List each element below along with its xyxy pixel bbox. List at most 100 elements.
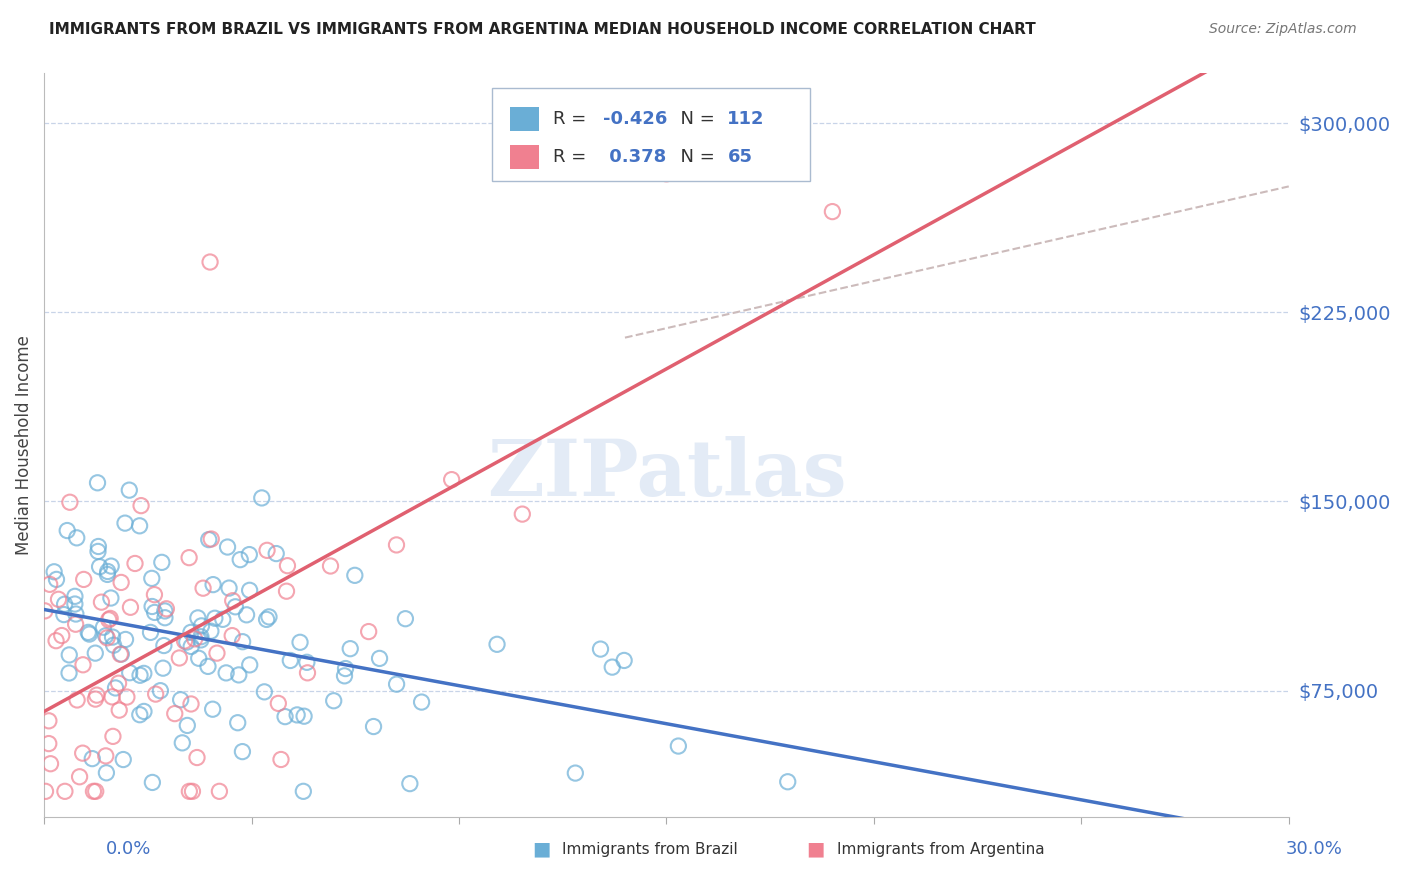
Point (98, 611, 121, 625)
Text: ■: ■ (806, 839, 825, 859)
Point (48, 592, 70, 607)
Point (186, 750, 208, 764)
Point (115, 690, 138, 704)
Point (510, 507, 533, 521)
Point (69, 770, 91, 784)
Point (224, 599, 246, 614)
Point (363, 719, 385, 733)
FancyBboxPatch shape (509, 107, 540, 131)
Text: 0.378: 0.378 (603, 148, 666, 167)
Point (90, 595, 112, 609)
Point (197, 659, 219, 673)
Point (120, 600, 142, 615)
Point (45, 633, 67, 648)
Point (187, 611, 209, 625)
Point (173, 634, 195, 648)
FancyBboxPatch shape (492, 87, 810, 181)
Point (613, 653, 636, 667)
Point (187, 651, 209, 665)
Point (232, 634, 254, 648)
Point (84, 646, 107, 660)
Point (229, 552, 252, 566)
Point (368, 651, 391, 665)
Point (38, 577, 60, 591)
Point (276, 558, 298, 573)
Point (297, 665, 319, 680)
Point (82, 784, 104, 798)
Point (141, 599, 163, 614)
Point (276, 584, 298, 599)
Point (191, 581, 214, 595)
Point (73, 573, 96, 587)
Point (257, 610, 280, 624)
Point (181, 784, 204, 798)
Point (357, 624, 380, 639)
Point (39, 756, 62, 771)
Point (101, 630, 124, 644)
Text: -0.426: -0.426 (603, 110, 668, 128)
Point (172, 736, 194, 750)
Point (94, 748, 117, 763)
Point (93, 620, 115, 634)
Point (153, 604, 176, 618)
Point (107, 676, 129, 690)
Point (141, 571, 163, 585)
Point (163, 706, 186, 721)
Point (264, 547, 287, 561)
Point (118, 483, 141, 497)
Point (129, 499, 152, 513)
Point (65, 607, 87, 621)
Text: 65: 65 (727, 148, 752, 167)
Point (87, 544, 110, 558)
Point (56, 524, 79, 538)
Text: N =: N = (669, 148, 720, 167)
Point (100, 591, 122, 605)
Point (200, 624, 222, 639)
Point (169, 651, 191, 665)
Point (190, 630, 212, 644)
Point (143, 588, 166, 602)
Point (152, 661, 174, 675)
Point (128, 707, 150, 722)
Point (153, 639, 176, 653)
Point (149, 683, 172, 698)
Point (150, 555, 173, 569)
Point (38, 737, 60, 751)
Point (235, 607, 257, 622)
Point (343, 568, 366, 582)
Point (63, 590, 86, 604)
Point (253, 685, 276, 699)
Text: N =: N = (669, 110, 720, 128)
Point (139, 625, 162, 640)
Point (58, 648, 80, 662)
Text: 0.0%: 0.0% (105, 840, 150, 858)
Point (292, 784, 315, 798)
Point (77, 625, 100, 640)
Point (215, 665, 238, 680)
Text: 112: 112 (727, 110, 765, 128)
Point (180, 625, 202, 640)
Point (51, 628, 73, 642)
Point (218, 581, 240, 595)
Point (94, 629, 117, 643)
Point (141, 775, 163, 789)
Point (84, 692, 107, 706)
Text: Immigrants from Argentina: Immigrants from Argentina (837, 842, 1045, 856)
Point (183, 632, 205, 646)
Point (45, 573, 67, 587)
Point (110, 575, 132, 590)
Point (339, 641, 361, 656)
Point (322, 694, 344, 708)
Point (110, 647, 132, 661)
Point (201, 702, 224, 716)
Point (96, 765, 118, 780)
Point (319, 559, 342, 574)
Text: ZIPatlas: ZIPatlas (486, 436, 846, 513)
Point (211, 612, 233, 626)
Point (97, 565, 120, 579)
Point (97, 613, 120, 627)
Point (250, 491, 273, 505)
Point (104, 681, 127, 695)
Point (66, 693, 89, 707)
Point (112, 752, 135, 766)
